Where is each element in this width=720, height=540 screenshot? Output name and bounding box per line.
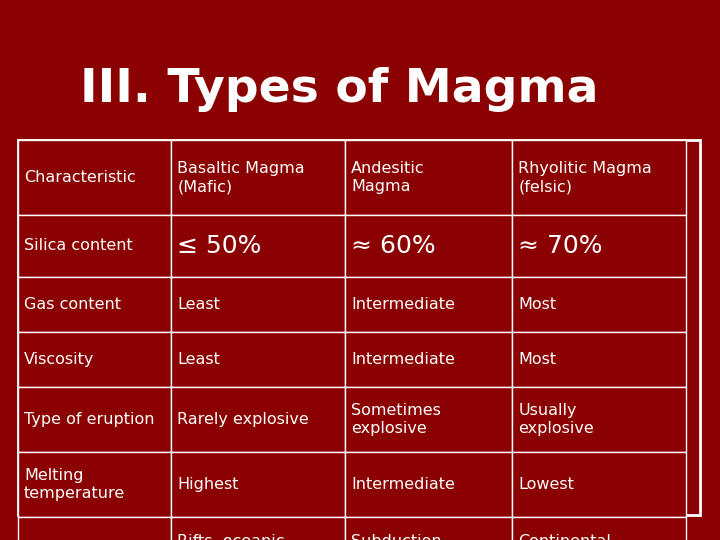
Text: Silica content: Silica content [24,239,132,253]
Bar [171,332,346,387]
Bar [171,517,346,540]
Bar [171,215,346,277]
Text: Rifts, oceanic
hotspots: Rifts, oceanic hotspots [177,534,285,540]
Bar [513,140,686,215]
Bar [18,140,700,515]
Bar [18,140,171,215]
Text: Subduction
boundaries: Subduction boundaries [351,534,442,540]
Bar [18,277,171,332]
Bar [346,452,513,517]
Bar [346,332,513,387]
Bar [18,387,171,452]
Text: Gas content: Gas content [24,297,121,312]
Bar [171,452,346,517]
Bar [346,215,513,277]
Text: Intermediate: Intermediate [351,477,455,492]
Bar [346,140,513,215]
Text: Least: Least [177,352,220,367]
Text: Characteristic: Characteristic [24,170,136,185]
Text: Most: Most [518,352,557,367]
Text: Least: Least [177,297,220,312]
Bar [346,387,513,452]
Text: Rhyolitic Magma
(felsic): Rhyolitic Magma (felsic) [518,161,652,194]
Text: ≈ 60%: ≈ 60% [351,234,436,258]
Bar [171,387,346,452]
Bar [346,517,513,540]
Text: ≈ 70%: ≈ 70% [518,234,603,258]
Bar [513,387,686,452]
Bar [18,517,171,540]
Text: Andesitic
Magma: Andesitic Magma [351,161,425,194]
Bar [513,332,686,387]
Text: Type of eruption: Type of eruption [24,412,155,427]
Text: Intermediate: Intermediate [351,297,455,312]
Text: III. Types of Magma: III. Types of Magma [80,68,598,112]
Bar [18,215,171,277]
Text: Basaltic Magma
(Mafic): Basaltic Magma (Mafic) [177,161,305,194]
Bar [513,277,686,332]
Bar [513,517,686,540]
Text: Viscosity: Viscosity [24,352,94,367]
Text: Melting
temperature: Melting temperature [24,468,125,501]
Text: Continental
hotspots: Continental hotspots [518,534,611,540]
Text: Most: Most [518,297,557,312]
Text: Intermediate: Intermediate [351,352,455,367]
Text: Rarely explosive: Rarely explosive [177,412,309,427]
Bar [346,277,513,332]
Bar [513,452,686,517]
Bar [513,215,686,277]
Bar [171,140,346,215]
Bar [171,277,346,332]
Bar [18,332,171,387]
Text: Usually
explosive: Usually explosive [518,403,594,436]
Text: Lowest: Lowest [518,477,575,492]
Bar [18,452,171,517]
Text: Sometimes
explosive: Sometimes explosive [351,403,441,436]
Text: Highest: Highest [177,477,239,492]
Text: ≤ 50%: ≤ 50% [177,234,262,258]
